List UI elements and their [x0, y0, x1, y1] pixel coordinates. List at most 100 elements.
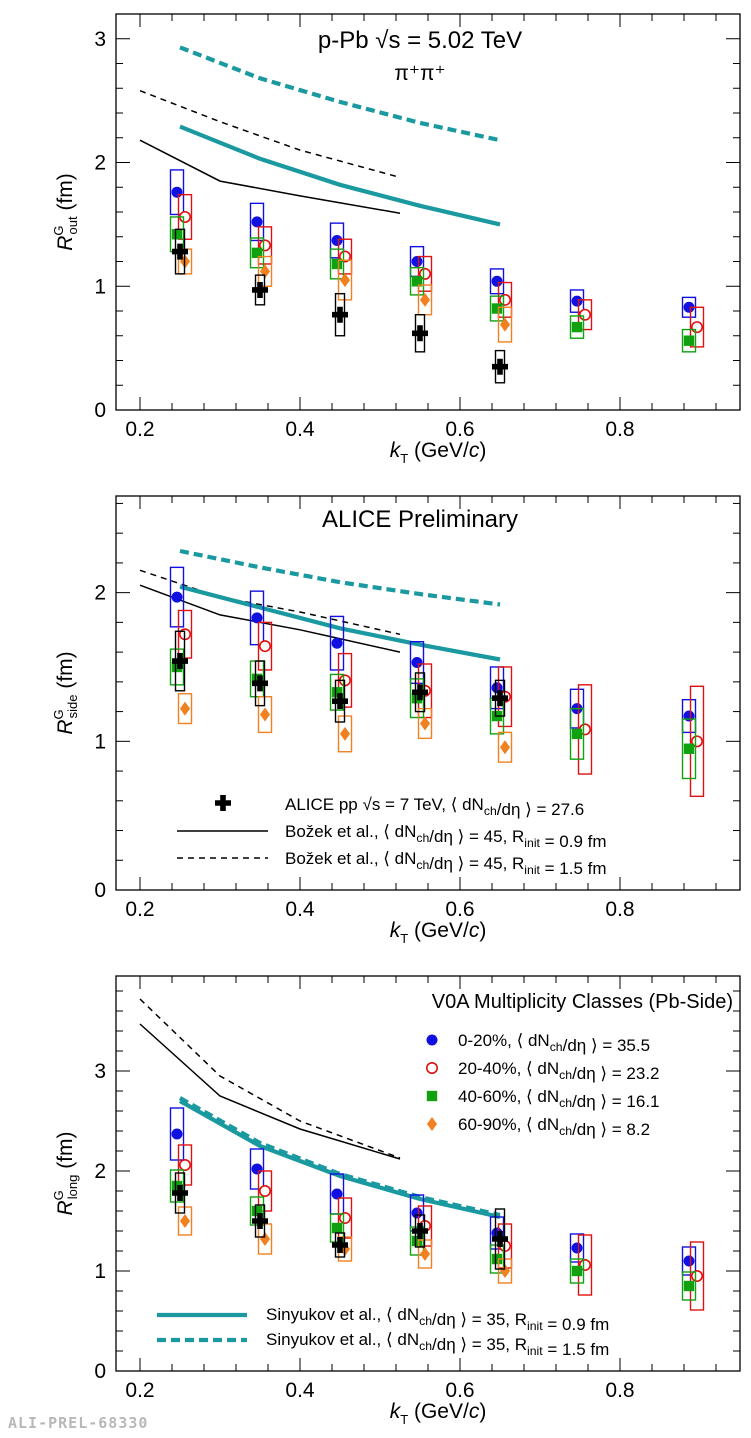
legend-subscript: init — [527, 1319, 543, 1333]
panel-long: 0.2 0.4 0.6 0.8 0 1 2 3 RGlong (fm) kT (GeV/c) — [51, 975, 741, 1427]
data-point — [491, 1253, 503, 1265]
legend-text: 60-90%, ⟨ dN — [458, 1115, 559, 1134]
legend-subscript: ch — [416, 831, 429, 845]
syst-box — [569, 289, 585, 313]
legend-text: /dη ⟩ = 35, R — [432, 1310, 527, 1329]
data-point — [578, 308, 591, 321]
y-axis-label-part: G — [51, 709, 66, 719]
data-point — [492, 358, 509, 375]
y-tick-label: 2 — [94, 1160, 106, 1183]
y-axis-label-part: long — [65, 1175, 80, 1200]
y-tick-label: 0 — [94, 1360, 106, 1383]
syst-box — [409, 1226, 425, 1256]
syst-box — [681, 328, 697, 353]
data-point — [683, 743, 695, 754]
y-axis-label: RGout (fm) — [51, 173, 80, 251]
data-point — [172, 653, 188, 670]
data-point — [251, 216, 263, 228]
data-point — [172, 243, 188, 260]
syst-box — [249, 202, 265, 242]
data-point — [683, 335, 695, 346]
model-curve — [178, 1099, 501, 1220]
model-curve — [179, 124, 501, 227]
x-axis-label-part: c — [469, 919, 480, 942]
x-tick-label: 0.6 — [445, 1379, 474, 1402]
watermark-label: ALI-PREL-68330 — [8, 1414, 149, 1432]
y-axis-label-part: R — [54, 719, 77, 734]
x-tick-label: 0.4 — [285, 418, 315, 441]
data-point — [171, 1128, 183, 1140]
legend-text: /dη ⟩ = 45, R — [429, 854, 524, 873]
syst-box — [409, 678, 425, 719]
syst-box — [329, 248, 345, 280]
data-point — [252, 1213, 269, 1229]
x-axis-label-part: k — [390, 1400, 402, 1423]
data-point — [171, 591, 183, 603]
model-curve — [139, 90, 401, 179]
syst-box — [689, 306, 705, 348]
data-point — [332, 306, 349, 323]
legend-text: ALICE pp √s = 7 TeV, ⟨ dN — [285, 795, 484, 814]
data-point — [491, 303, 503, 314]
syst-box — [249, 1196, 265, 1226]
x-axis-label: kT (GeV/c) — [390, 919, 487, 946]
syst-box — [489, 666, 505, 710]
data-point — [683, 1255, 695, 1267]
data-point — [340, 273, 350, 288]
data-point — [412, 325, 429, 342]
syst-box — [257, 226, 273, 265]
y-tick-label: 1 — [94, 1260, 106, 1283]
data-point — [578, 1259, 591, 1272]
syst-box — [681, 718, 697, 780]
legend-label: Sinyukov et al., ⟨ dNch/dη ⟩ = 35, Rinit… — [266, 1305, 609, 1334]
legend-label: 0-20%, ⟨ dNch/dη ⟩ = 35.5 — [458, 1031, 650, 1055]
legend-text: 20-40%, ⟨ dN — [458, 1059, 559, 1078]
data-point — [420, 292, 430, 307]
x-axis-label-part: c — [469, 439, 480, 462]
syst-box — [329, 222, 345, 259]
data-point — [251, 1163, 263, 1175]
legend-text: /dη ⟩ = 16.1 — [572, 1092, 659, 1111]
chart-subtitle: π⁺π⁺ — [394, 62, 445, 85]
data-point — [258, 640, 271, 653]
legend-marker — [426, 1034, 438, 1046]
legend-subscript: ch — [550, 1040, 563, 1054]
x-tick-label: 0.4 — [285, 1379, 315, 1402]
data-point — [171, 1180, 183, 1192]
data-point — [412, 1223, 429, 1239]
syst-box — [409, 641, 425, 685]
x-axis-label: kT (GeV/c) — [390, 1400, 487, 1427]
x-tick-label: 0.2 — [125, 1379, 154, 1402]
legend-text: Božek et al., ⟨ dN — [285, 849, 416, 868]
y-axis-label-part: (fm) — [54, 651, 77, 694]
syst-box — [489, 1216, 505, 1250]
legend-label: ALICE pp √s = 7 TeV, ⟨ dNch/dη ⟩ = 27.6 — [285, 795, 584, 819]
data-point — [500, 740, 510, 755]
data-point — [571, 321, 583, 333]
syst-box — [329, 615, 345, 671]
data-point — [331, 258, 343, 270]
legend-text: Sinyukov et al., ⟨ dN — [266, 1330, 419, 1349]
data-point — [500, 317, 510, 332]
data-point — [179, 1159, 192, 1172]
syst-box — [489, 295, 505, 322]
syst-box — [329, 1213, 345, 1243]
legend-subscript: ch — [559, 1096, 572, 1110]
data-point — [260, 1232, 270, 1246]
data-point — [251, 673, 263, 685]
x-axis-label-part: T — [400, 451, 408, 466]
syst-box — [497, 306, 513, 343]
data-point — [492, 690, 509, 707]
data-point — [571, 728, 583, 740]
x-axis-label-part: (GeV/ — [408, 439, 469, 462]
data-point — [252, 281, 269, 298]
data-point — [690, 321, 703, 334]
data-point — [420, 716, 430, 731]
data-point — [683, 301, 695, 313]
syst-box — [169, 1169, 185, 1203]
data-point — [331, 637, 343, 649]
x-axis-label-part: ) — [479, 1400, 486, 1423]
data-point — [492, 1231, 509, 1247]
data-point — [332, 693, 349, 710]
syst-box — [497, 281, 513, 318]
